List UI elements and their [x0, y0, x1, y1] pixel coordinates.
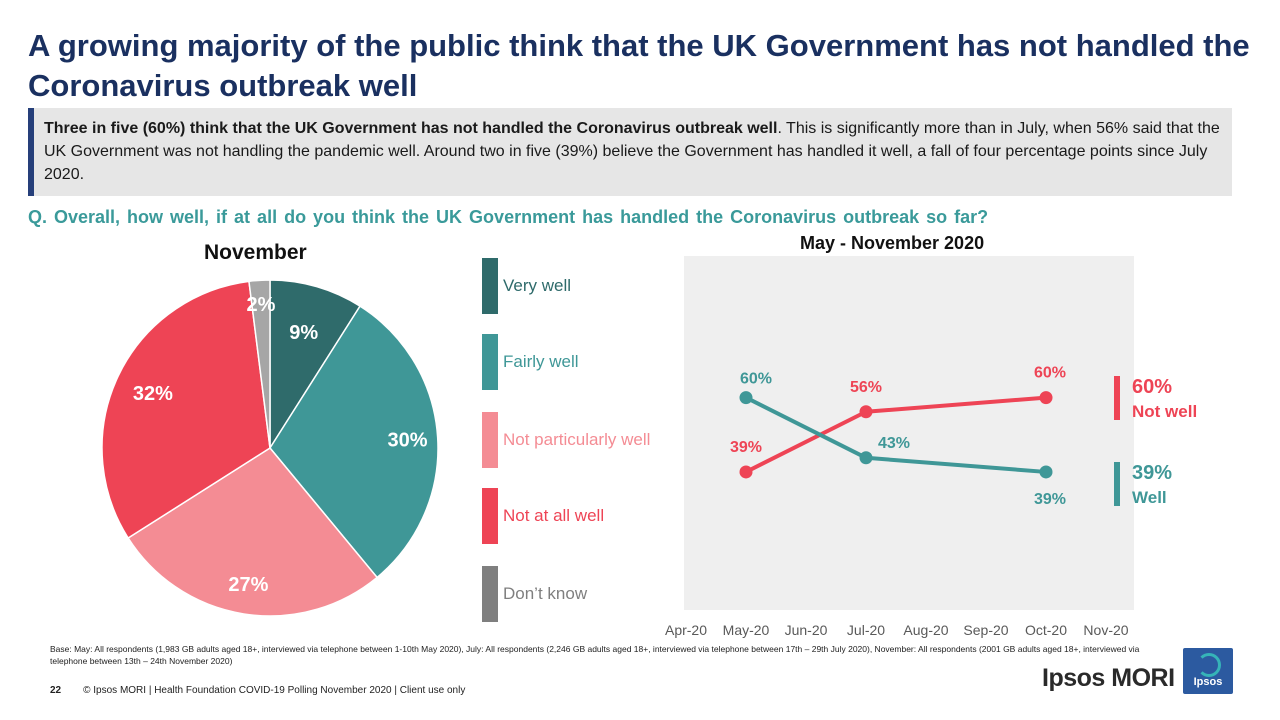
pie-slice-don-t-know: [248, 279, 271, 449]
data-point: [1039, 391, 1053, 405]
pie-slice-not-at-all-well: [101, 280, 271, 540]
logo-text: Ipsos: [1193, 676, 1223, 688]
not-well-label: Not well: [1132, 402, 1198, 421]
legend-label: Fairly well: [503, 352, 579, 371]
ipsos-logo: Ipsos: [1183, 648, 1233, 694]
pie-data-label: 32%: [133, 383, 173, 405]
data-point: [859, 405, 873, 419]
legend-swatch: [482, 334, 498, 390]
line-chart: Apr-20 May-20 Jun-20 Jul-20 Aug-20 Sep-20 Oct-…: [665, 365, 1129, 638]
data-point: [739, 465, 753, 479]
summary-text: . This is significantly more than in Jul…: [44, 120, 1220, 183]
pie-chart-title: November: [204, 241, 307, 264]
pie-data-label: 2%: [246, 294, 275, 316]
data-point: [739, 391, 753, 405]
pie-data-label: 30%: [387, 429, 427, 451]
legend-item-not-at-all-well: Not at all well: [482, 488, 702, 544]
pie-slice-very-well: [269, 279, 362, 451]
legend-label: Don’t know: [503, 584, 588, 603]
line-chart-title: May - November 2020: [800, 233, 985, 253]
x-tick-label: Apr-20: [665, 622, 707, 638]
pie-data-label: 9%: [289, 322, 318, 344]
legend-swatch: [482, 412, 498, 468]
data-point: [1039, 465, 1053, 479]
slide-title: A growing majority of the public think t…: [28, 28, 1250, 103]
survey-question: Q. Overall, how well, if at all do you t…: [28, 207, 989, 227]
brand-wordmark: Ipsos MORI: [1042, 664, 1175, 692]
footer: 22 © Ipsos MORI | Health Foundation COVID…: [50, 685, 465, 696]
data-label: 39%: [1034, 491, 1066, 508]
x-tick-label: Jun-20: [785, 622, 828, 638]
data-label: 60%: [740, 371, 772, 388]
not-well-bar: [1114, 376, 1120, 420]
legend-item-fairly-well: Fairly well: [482, 334, 702, 390]
line-chart-plot-area: [684, 256, 1134, 610]
legend-label: Not particularly well: [503, 430, 651, 449]
legend-swatch: [482, 258, 498, 314]
summary-accent-bar: [28, 108, 34, 196]
summary-bold-text: Three in five (60%) think that the UK Go…: [44, 120, 778, 137]
legend-label: Very well: [503, 276, 572, 295]
copyright-text: © Ipsos MORI | Health Foundation COVID-1…: [83, 685, 466, 696]
x-tick-label: May-20: [723, 622, 770, 638]
legend-item-dont-know: Don’t know: [482, 566, 702, 622]
summary-box: Three in five (60%) think that the UK Go…: [28, 108, 1232, 196]
legend-swatch: [482, 488, 498, 544]
pie-chart: 9% 30% 27% 32% 2%: [101, 279, 439, 617]
page-number: 22: [50, 685, 62, 696]
data-label: 43%: [878, 435, 910, 452]
x-tick-label: Aug-20: [903, 622, 948, 638]
x-tick-label: Oct-20: [1025, 622, 1067, 638]
legend-label: Not at all well: [503, 506, 605, 525]
base-footnote: Base: May: All respondents (1,983 GB adu…: [50, 644, 1140, 666]
legend-swatch: [482, 566, 498, 622]
legend-item-not-particularly-well: Not particularly well: [482, 412, 702, 468]
well-value: 39%: [1132, 462, 1173, 484]
well-label: Well: [1132, 488, 1167, 507]
x-tick-label: Nov-20: [1083, 622, 1128, 638]
logo-mark-icon: [1197, 653, 1221, 677]
not-well-value: 60%: [1132, 376, 1173, 398]
pie-slice-fairly-well: [269, 305, 439, 579]
x-tick-label: Jul-20: [847, 622, 885, 638]
legend-item-very-well: Very well: [482, 258, 702, 314]
data-point: [859, 451, 873, 465]
data-label: 56%: [850, 379, 882, 396]
x-tick-label: Sep-20: [963, 622, 1008, 638]
data-label: 60%: [1034, 365, 1066, 382]
well-bar: [1114, 462, 1120, 506]
pie-data-label: 27%: [228, 574, 268, 596]
data-label: 39%: [730, 439, 762, 456]
pie-slice-not-particularly-well: [127, 447, 379, 617]
